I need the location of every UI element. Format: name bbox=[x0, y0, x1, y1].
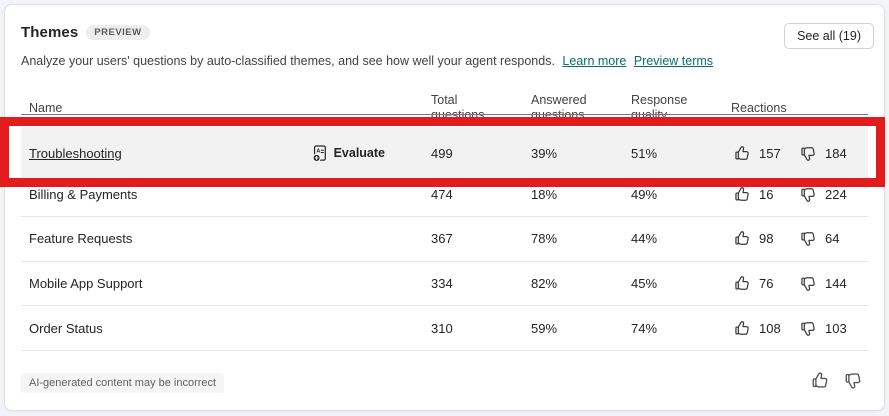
evaluate-icon: A bbox=[311, 144, 328, 163]
thumbs-down-icon bbox=[799, 274, 818, 293]
thumbs-up-icon bbox=[733, 229, 752, 248]
dislikes-count: 103 bbox=[825, 320, 847, 336]
name-cell: Feature Requests bbox=[21, 231, 431, 246]
dislikes-pair: 144 bbox=[799, 274, 865, 293]
see-all-button[interactable]: See all (19) bbox=[784, 23, 874, 49]
dislikes-pair: 103 bbox=[799, 319, 865, 338]
total-questions-value: 474 bbox=[431, 186, 453, 202]
thumbs-down-icon bbox=[799, 185, 818, 204]
card-description: Analyze your users' questions by auto-cl… bbox=[21, 54, 713, 68]
likes-pair: 76 bbox=[733, 274, 799, 293]
evaluate-button[interactable]: A Evaluate bbox=[307, 141, 389, 166]
answered-questions-value: 39% bbox=[531, 145, 558, 161]
thumbs-up-icon bbox=[733, 185, 752, 204]
table-body: Billing & Payments 474 18% 49% 16 bbox=[21, 173, 868, 352]
total-questions-value: 367 bbox=[431, 231, 453, 247]
likes-count: 108 bbox=[759, 320, 781, 336]
dislikes-count: 64 bbox=[825, 231, 840, 247]
preview-terms-link[interactable]: Preview terms bbox=[633, 54, 714, 68]
total-questions-value: 334 bbox=[431, 276, 453, 292]
feedback-buttons bbox=[810, 370, 864, 391]
total-questions-value: 310 bbox=[431, 320, 453, 336]
reactions-cell: 98 64 bbox=[731, 229, 868, 248]
thumbs-down-icon bbox=[799, 319, 818, 338]
evaluate-label: Evaluate bbox=[333, 146, 385, 160]
likes-pair: 16 bbox=[733, 185, 799, 204]
ai-disclaimer-badge: AI-generated content may be incorrect bbox=[21, 373, 225, 393]
answered-questions-value: 78% bbox=[531, 231, 558, 247]
thumbs-down-icon bbox=[799, 229, 818, 248]
reactions-cell: 157 184 bbox=[731, 144, 868, 163]
column-header-answered-questions: Answered questions bbox=[531, 93, 587, 122]
dislikes-count: 184 bbox=[825, 145, 847, 161]
table-row[interactable]: Troubleshooting A Evaluate 499 39% 51% bbox=[21, 127, 868, 179]
dislikes-pair: 224 bbox=[799, 185, 865, 204]
likes-count: 16 bbox=[759, 186, 774, 202]
theme-name-link[interactable]: Order Status bbox=[29, 320, 103, 336]
theme-name-link[interactable]: Mobile App Support bbox=[29, 276, 143, 292]
dislikes-count: 224 bbox=[825, 186, 847, 202]
description-text: Analyze your users' questions by auto-cl… bbox=[21, 54, 555, 68]
dislikes-count: 144 bbox=[825, 276, 847, 292]
card-header: Themes PREVIEW bbox=[21, 24, 150, 41]
column-header-response-quality: Response quality bbox=[631, 93, 688, 122]
response-quality-value: 51% bbox=[631, 145, 658, 161]
table-row[interactable]: Billing & Payments 474 18% 49% 16 bbox=[21, 173, 868, 218]
likes-count: 98 bbox=[759, 231, 774, 247]
header-divider bbox=[21, 114, 868, 115]
column-header-total-questions: Total questions bbox=[431, 93, 485, 122]
answered-questions-value: 18% bbox=[531, 186, 558, 202]
feedback-thumbs-down-icon[interactable] bbox=[843, 370, 864, 391]
column-header-reactions: Reactions bbox=[731, 100, 787, 115]
themes-card: Themes PREVIEW See all (19) Analyze your… bbox=[4, 4, 885, 411]
page-title: Themes bbox=[21, 24, 79, 41]
name-cell: Billing & Payments bbox=[21, 187, 431, 202]
preview-badge: PREVIEW bbox=[86, 24, 150, 41]
response-quality-value: 49% bbox=[631, 186, 658, 202]
highlighted-row-container: Troubleshooting A Evaluate 499 39% 51% bbox=[21, 127, 868, 179]
table-row[interactable]: Order Status 310 59% 74% 108 bbox=[21, 306, 868, 352]
table-row[interactable]: Feature Requests 367 78% 44% 98 bbox=[21, 217, 868, 262]
reactions-cell: 108 103 bbox=[731, 319, 868, 338]
theme-name-link[interactable]: Troubleshooting bbox=[29, 145, 122, 161]
answered-questions-value: 82% bbox=[531, 276, 558, 292]
name-cell: Order Status bbox=[21, 321, 431, 336]
total-questions-value: 499 bbox=[431, 145, 453, 161]
response-quality-value: 44% bbox=[631, 231, 658, 247]
thumbs-up-icon bbox=[733, 319, 752, 338]
response-quality-value: 74% bbox=[631, 320, 658, 336]
learn-more-link[interactable]: Learn more bbox=[562, 54, 627, 68]
dislikes-pair: 184 bbox=[799, 144, 865, 163]
likes-pair: 108 bbox=[733, 319, 799, 338]
reactions-cell: 16 224 bbox=[731, 185, 868, 204]
thumbs-up-icon bbox=[733, 144, 752, 163]
answered-questions-value: 59% bbox=[531, 320, 558, 336]
dislikes-pair: 64 bbox=[799, 229, 865, 248]
table-header: Name Total questions Answered questions … bbox=[21, 93, 868, 123]
likes-pair: 98 bbox=[733, 229, 799, 248]
name-cell: Troubleshooting A Evaluate bbox=[21, 141, 431, 166]
feedback-thumbs-up-icon[interactable] bbox=[810, 370, 831, 391]
likes-count: 157 bbox=[759, 145, 781, 161]
table-row[interactable]: Mobile App Support 334 82% 45% 76 bbox=[21, 262, 868, 307]
likes-count: 76 bbox=[759, 276, 774, 292]
likes-pair: 157 bbox=[733, 144, 799, 163]
thumbs-down-icon bbox=[799, 144, 818, 163]
thumbs-up-icon bbox=[733, 274, 752, 293]
response-quality-value: 45% bbox=[631, 276, 658, 292]
theme-name-link[interactable]: Billing & Payments bbox=[29, 186, 138, 202]
column-header-name: Name bbox=[29, 100, 63, 115]
reactions-cell: 76 144 bbox=[731, 274, 868, 293]
svg-text:A: A bbox=[316, 148, 320, 154]
theme-name-link[interactable]: Feature Requests bbox=[29, 231, 133, 247]
name-cell: Mobile App Support bbox=[21, 276, 431, 291]
